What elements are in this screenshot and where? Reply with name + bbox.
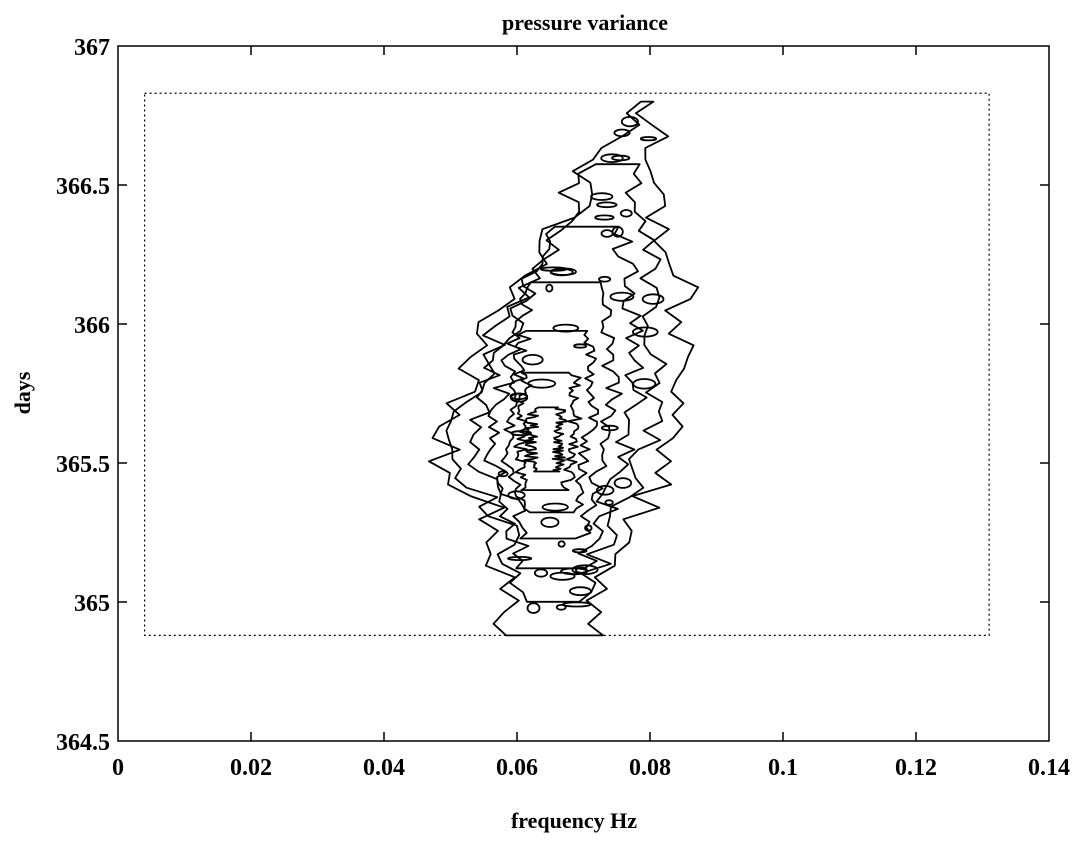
contour-line (555, 603, 567, 611)
contour-line (611, 226, 624, 238)
contour-line (549, 267, 574, 277)
x-tick-label: 0.1 (768, 755, 798, 781)
contour-line (539, 266, 568, 272)
x-axis-label: frequency Hz (511, 808, 637, 833)
contour-line (620, 116, 639, 128)
contour-line (572, 548, 588, 554)
contour-line (541, 502, 569, 512)
contour-line (604, 499, 614, 506)
contour-line (600, 424, 619, 432)
contour-line (632, 378, 657, 390)
y-tick-label: 366.5 (56, 174, 110, 200)
contour-line (598, 275, 612, 283)
chart-title: pressure variance (502, 10, 668, 35)
contour-line (445, 163, 668, 603)
contour-line (513, 371, 583, 491)
contour-line (526, 602, 541, 614)
contour-line (594, 214, 615, 221)
contour-line (641, 293, 665, 305)
contour-line (613, 128, 631, 138)
axis-ticks (118, 46, 1049, 741)
contour-line (596, 484, 615, 496)
contour-line (523, 406, 568, 473)
contour-line (500, 330, 599, 514)
contour-line (619, 209, 633, 218)
y-tick-label: 365 (74, 591, 110, 617)
contour-line (557, 540, 566, 548)
contour-line (497, 470, 509, 478)
x-tick-label: 0 (112, 755, 124, 781)
contour-line (428, 100, 700, 637)
contour-line (545, 283, 554, 293)
contour-line (590, 192, 614, 201)
contour-line (527, 378, 557, 389)
contour-line (571, 564, 599, 575)
contour-line (631, 326, 659, 338)
contour-line (552, 323, 580, 333)
contour-line (575, 566, 588, 574)
y-tick-label: 364.5 (56, 730, 110, 756)
contour-line (521, 354, 544, 366)
contour-line (596, 201, 618, 209)
x-tick-label: 0.06 (496, 755, 538, 781)
contour-line (600, 229, 614, 238)
contour-line (573, 343, 588, 349)
contour-line (507, 490, 526, 500)
data-region-box (144, 92, 990, 636)
y-tick-label: 366 (74, 313, 110, 339)
contour-line (549, 571, 576, 581)
contour-line (507, 556, 533, 562)
contour-lines (428, 100, 700, 637)
contour-line (613, 477, 633, 489)
contour-line (569, 586, 592, 597)
contour-line (540, 516, 560, 528)
contour-line (611, 154, 631, 162)
contour-line (600, 153, 624, 164)
y-tick-label: 365.5 (56, 452, 110, 478)
contour-line (467, 225, 648, 570)
x-tick-label: 0.08 (629, 755, 671, 781)
contour-line (609, 291, 635, 302)
plot-area (117, 45, 1050, 742)
contour-line (584, 524, 593, 532)
contour-line (562, 601, 592, 608)
contour-line (533, 568, 549, 578)
contour-line (509, 392, 529, 403)
tick-labels: 0 0.02 0.04 0.06 0.08 0.1 0.12 0.14 364.5 365 365.… (56, 35, 1070, 781)
y-axis-label: days (10, 371, 35, 414)
x-tick-label: 0.12 (895, 755, 937, 781)
y-tick-label: 367 (74, 35, 110, 61)
contour-line (483, 281, 623, 540)
x-tick-label: 0.04 (363, 755, 405, 781)
contour-line (510, 430, 532, 437)
contour-line (639, 136, 658, 142)
x-tick-label: 0.02 (230, 755, 272, 781)
x-tick-label: 0.14 (1028, 755, 1070, 781)
